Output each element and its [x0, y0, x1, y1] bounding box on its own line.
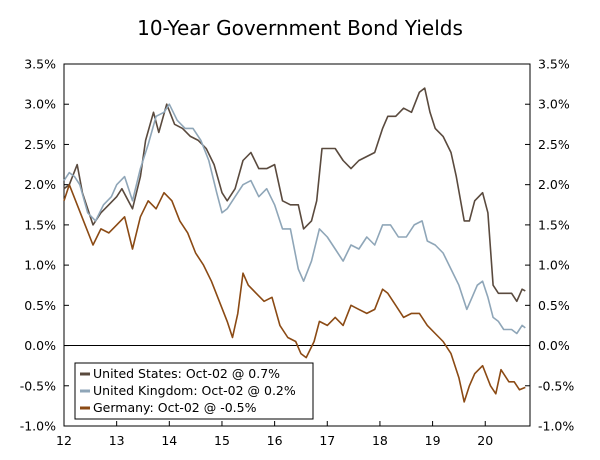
- y-tick-label-right: 3.0%: [538, 97, 570, 112]
- chart-title: 10-Year Government Bond Yields: [137, 16, 463, 40]
- series-line-germany: [63, 183, 526, 403]
- y-tick-label-left: 2.5%: [24, 137, 56, 152]
- x-tick-label: 14: [161, 433, 177, 448]
- y-tick-label-right: 0.0%: [538, 338, 570, 353]
- y-tick-label-right: 1.0%: [538, 258, 570, 273]
- y-tick-label-right: 3.5%: [538, 57, 570, 72]
- x-tick-label: 20: [477, 433, 493, 448]
- y-tick-label-left: 1.5%: [24, 217, 56, 232]
- y-tick-label-left: 0.5%: [24, 298, 56, 313]
- y-tick-label-left: 1.0%: [24, 258, 56, 273]
- series-line-united-kingdom: [63, 103, 526, 335]
- x-axis: 12 13 14 15 16 17 18 19 20: [56, 421, 493, 448]
- x-tick-label: 18: [372, 433, 388, 448]
- y-tick-label-left: -0.5%: [20, 378, 56, 393]
- legend: United States: Oct-02 @ 0.7% United Kingd…: [74, 362, 314, 420]
- series-lines: [63, 87, 526, 403]
- y-tick-label-left: 3.5%: [24, 57, 56, 72]
- y-tick-label-right: 1.5%: [538, 217, 570, 232]
- legend-label-united-states: United States: Oct-02 @ 0.7%: [93, 366, 280, 381]
- y-tick-label-right: -1.0%: [538, 419, 574, 434]
- legend-label-germany: Germany: Oct-02 @ -0.5%: [93, 400, 257, 415]
- y-tick-label-right: -0.5%: [538, 378, 574, 393]
- x-tick-label: 17: [319, 433, 335, 448]
- x-tick-label: 13: [109, 433, 125, 448]
- x-tick-label: 15: [214, 433, 230, 448]
- y-tick-label-left: -1.0%: [20, 419, 56, 434]
- legend-box: [74, 362, 314, 420]
- y-axis-right: -1.0% -0.5% 0.0% 0.5% 1.0% 1.5% 2.0% 2.5% 3.0% 3.…: [525, 57, 574, 434]
- y-tick-label-right: 2.5%: [538, 137, 570, 152]
- x-tick-label: 12: [56, 433, 72, 448]
- x-tick-label: 16: [267, 433, 283, 448]
- plot-area-frame: [63, 63, 531, 427]
- y-tick-label-left: 0.0%: [24, 338, 56, 353]
- y-axis-left: -1.0% -0.5% 0.0% 0.5% 1.0% 1.5% 2.0% 2.5% 3.0% 3.…: [20, 57, 69, 434]
- legend-label-united-kingdom: United Kingdom: Oct-02 @ 0.2%: [93, 383, 296, 398]
- y-tick-label-left: 2.0%: [24, 177, 56, 192]
- x-tick-label: 19: [425, 433, 441, 448]
- y-tick-label-right: 0.5%: [538, 298, 570, 313]
- y-tick-label-right: 2.0%: [538, 177, 570, 192]
- y-tick-label-left: 3.0%: [24, 97, 56, 112]
- series-line-united-states: [63, 87, 526, 303]
